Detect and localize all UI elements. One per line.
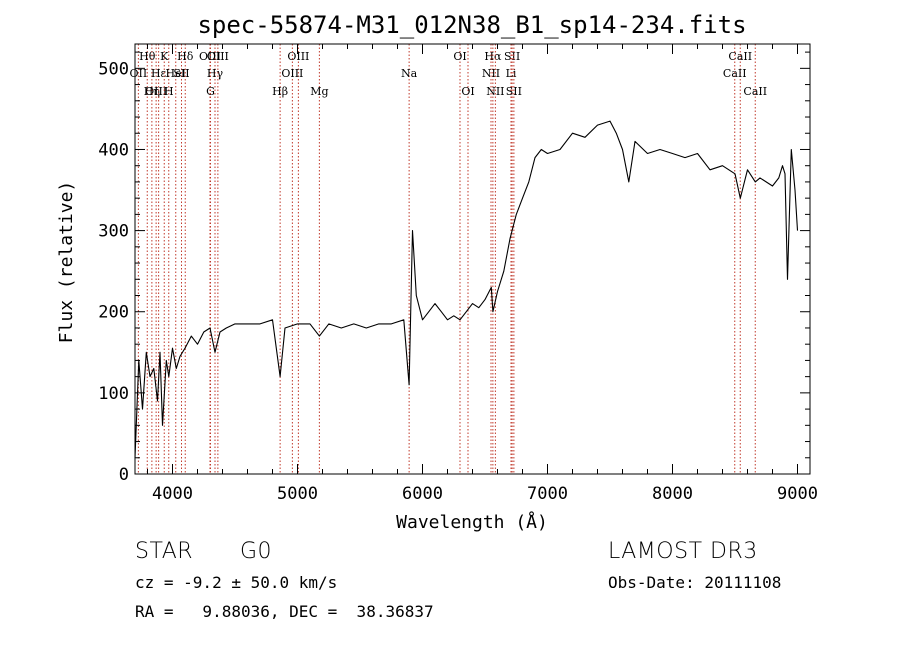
y-tick-label: 0 [119, 465, 129, 485]
survey-name: LAMOST DR3 [608, 539, 758, 564]
spectral-line-label: NII [486, 85, 504, 98]
plot-frame [134, 43, 811, 475]
spectral-line-label: SII [504, 50, 520, 63]
x-tick-label: 6000 [402, 484, 443, 504]
spectral-line-label: G [206, 85, 215, 98]
spectral-line-label: Na [401, 67, 418, 80]
y-axis-label: Flux (relative) [56, 181, 77, 344]
spectral-line-label: Hδ [177, 50, 194, 63]
spectral-line-label: OI [453, 50, 466, 63]
spectral-line-label: CaII [743, 85, 767, 98]
y-tick-label: 200 [98, 303, 129, 323]
redshift-velocity: cz = -9.2 ± 50.0 km/s [135, 573, 338, 592]
object-class: STAR [135, 539, 194, 564]
x-tick-label: 9000 [777, 484, 818, 504]
spectral-line-label: Hα [484, 50, 502, 63]
y-tick-label: 100 [98, 384, 129, 404]
spectral-line-label: HeI [166, 67, 186, 80]
spectral-line-label: Mg [310, 85, 328, 98]
spectral-line-label: OII [130, 67, 148, 80]
spectral-line-label: CaII [723, 67, 747, 80]
x-axis-label: Wavelength (Å) [396, 511, 548, 533]
spectral-line-label: SII [506, 85, 522, 98]
spectral-line-label: OIII [207, 50, 229, 63]
x-tick-label: 7000 [527, 484, 568, 504]
object-subclass: G0 [240, 539, 273, 564]
spectral-line-label: Hε [151, 67, 167, 80]
flux-series-line [134, 120, 799, 458]
spectral-line-label: OI [461, 85, 474, 98]
spectral-line-label: H [164, 85, 174, 98]
x-tick-label: 4000 [152, 484, 193, 504]
coordinates: RA = 9.88036, DEC = 38.36837 [135, 602, 434, 621]
spectral-line-label: NII [482, 67, 500, 80]
spectral-line-label: K [160, 50, 169, 63]
y-tick-label: 400 [98, 140, 129, 160]
y-tick-label: 300 [98, 222, 129, 242]
x-tick-label: 8000 [652, 484, 693, 504]
y-tick-label: 500 [98, 59, 129, 79]
spectral-line-label: OIII [145, 85, 167, 98]
spectral-line-label: Hθ [139, 50, 156, 63]
spectral-line-label: Hη [144, 85, 160, 98]
spectral-line-label: OIII [199, 50, 221, 63]
spectral-line-label: Hβ [272, 85, 288, 98]
spectral-line-label: Li [506, 67, 517, 80]
chart-title: spec-55874-M31_012N38_B1_sp14-234.fits [197, 11, 746, 39]
spectral-line-label: CaII [728, 50, 752, 63]
spectral-line-label: SII [173, 67, 189, 80]
spectral-line-label: OIII [281, 67, 303, 80]
observation-date: Obs-Date: 20111108 [608, 573, 782, 592]
spectral-line-label: OIII [287, 50, 309, 63]
x-tick-label: 5000 [277, 484, 318, 504]
spectral-line-label: Hγ [207, 67, 224, 80]
